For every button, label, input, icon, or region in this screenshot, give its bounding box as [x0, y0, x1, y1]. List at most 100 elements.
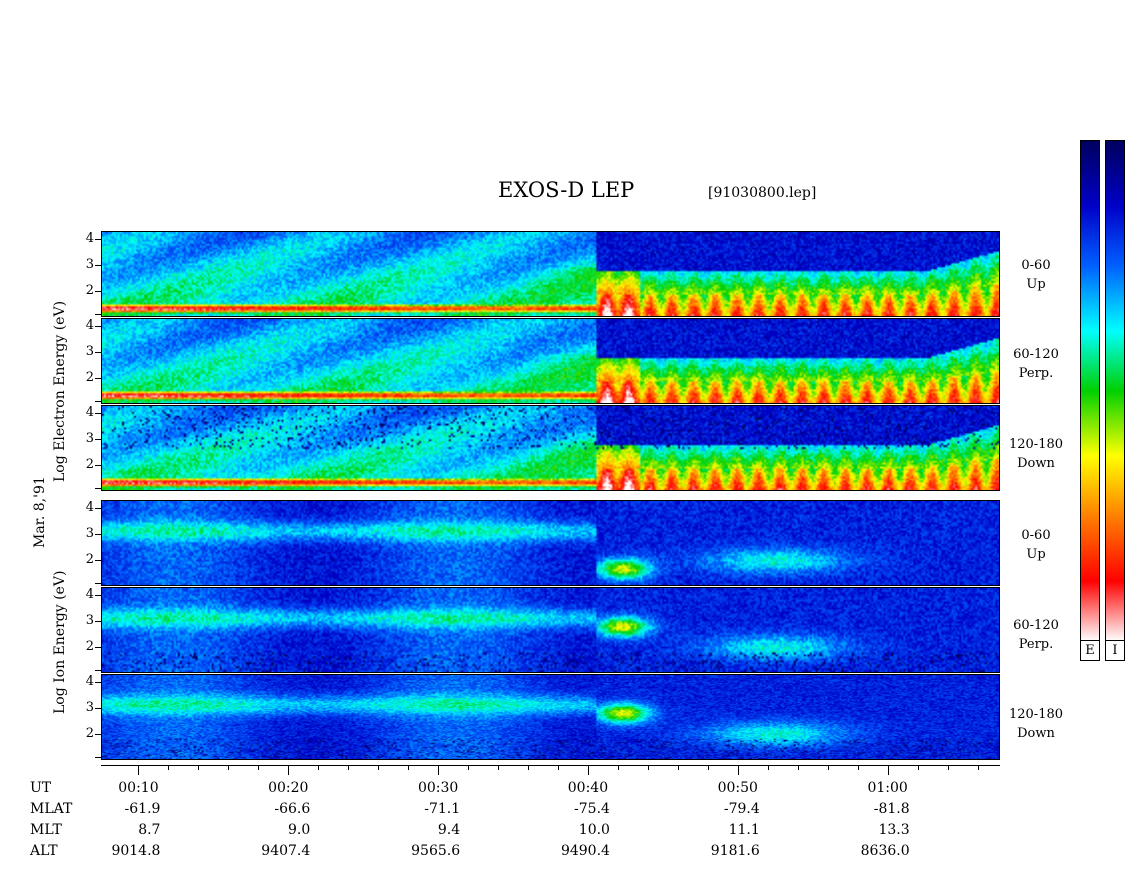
y-tick-mark: [95, 401, 101, 402]
ephemeris-alt-value: 9407.4: [261, 843, 311, 859]
row-label-mlat: MLAT: [30, 801, 73, 817]
x-tick-mark: [797, 765, 799, 770]
y-tick-mark: [95, 351, 101, 353]
y-tick-mark: [95, 464, 101, 466]
y-tick-label: 4: [85, 404, 94, 420]
y-tick-mark: [95, 670, 101, 671]
panel-label-ion-perp: 60-120 Perp.: [996, 616, 1076, 654]
y-tick-mark: [95, 583, 101, 584]
y-tick-label: 4: [85, 673, 94, 689]
ephemeris-mlt-value: 9.0: [288, 822, 311, 838]
ephemeris-mlat-value: -71.1: [424, 801, 461, 817]
y-tick-label: 2: [85, 638, 94, 654]
x-tick-mark: [947, 765, 949, 770]
ephemeris-ut-value: 00:40: [567, 780, 609, 796]
ion-colorbar-label: I: [1106, 640, 1124, 660]
x-tick-mark: [498, 765, 500, 770]
x-tick-mark: [917, 765, 919, 770]
x-tick-mark: [587, 765, 589, 775]
x-tick-mark: [258, 765, 260, 770]
direction-label: Down: [1017, 456, 1055, 471]
electron-colorbar-label: E: [1081, 640, 1099, 660]
y-tick-mark: [95, 707, 101, 709]
electron-axis-label: Log Electron Energy (eV): [52, 300, 68, 482]
angle-label: 120-180: [1008, 707, 1064, 722]
x-tick-mark: [557, 765, 559, 770]
chart-title: EXOS-D LEP: [498, 178, 635, 202]
x-tick-mark: [707, 765, 709, 770]
ephemeris-ut-value: 00:20: [268, 780, 309, 796]
y-tick-mark: [95, 646, 101, 648]
y-tick-label: 2: [85, 456, 94, 472]
ephemeris-ut-value: 01:00: [867, 780, 908, 796]
angle-label: 0-60: [1021, 528, 1051, 543]
angle-label: 0-60: [1021, 258, 1051, 273]
ephemeris-alt-value: 9014.8: [111, 843, 161, 859]
file-name: [91030800.lep]: [708, 185, 817, 201]
x-tick-mark: [168, 765, 170, 770]
ephemeris-mlat-value: -81.8: [873, 801, 910, 817]
ephemeris-mlt-value: 10.0: [578, 822, 610, 838]
y-tick-label: 3: [85, 612, 94, 628]
x-tick-mark: [348, 765, 350, 770]
y-tick-label: 4: [85, 586, 94, 602]
y-tick-label: 2: [85, 282, 94, 298]
y-tick-mark: [95, 377, 101, 379]
ephemeris-alt-value: 9565.6: [411, 843, 461, 859]
angle-label: 60-120: [1013, 347, 1059, 362]
electron-up-spectrogram: [101, 231, 1000, 317]
angle-label: 60-120: [1013, 618, 1059, 633]
ephemeris-ut-value: 00:50: [717, 780, 758, 796]
x-tick-mark: [647, 765, 649, 770]
x-tick-mark: [827, 765, 829, 770]
angle-label: 120-180: [1008, 437, 1064, 452]
y-tick-label: 3: [85, 699, 94, 715]
ephemeris-mlt-value: 13.3: [878, 822, 910, 838]
ion-up-spectrogram: [101, 500, 1000, 586]
y-tick-label: 3: [85, 256, 94, 272]
electron-gradient: [1081, 141, 1099, 641]
time-axis: [101, 765, 1000, 766]
x-tick-mark: [528, 765, 530, 770]
ephemeris-mlat-value: -75.4: [574, 801, 610, 817]
y-tick-label: 3: [85, 343, 94, 359]
ephemeris-alt-value: 8636.0: [860, 843, 910, 859]
y-tick-mark: [95, 264, 101, 266]
row-label-ut: UT: [30, 780, 52, 796]
direction-label: Up: [1026, 547, 1046, 562]
panel-label-electron-up: 0-60 Up: [996, 256, 1076, 294]
y-tick-label: 4: [85, 230, 94, 246]
ephemeris-mlat-value: -61.9: [124, 801, 161, 817]
y-tick-label: 2: [85, 725, 94, 741]
y-tick-label: 3: [85, 430, 94, 446]
panel-label-ion-up: 0-60 Up: [996, 526, 1076, 564]
ephemeris-alt-value: 9490.4: [560, 843, 610, 859]
ephemeris-mlat-value: -66.6: [274, 801, 311, 817]
x-tick-mark: [198, 765, 200, 770]
y-tick-mark: [95, 594, 101, 596]
ion-axis-label: Log Ion Energy (eV): [52, 570, 68, 714]
ion-perp-spectrogram: [101, 587, 1000, 673]
ion-colorbar: I: [1105, 140, 1125, 661]
y-tick-mark: [95, 290, 101, 292]
x-tick-mark: [228, 765, 230, 770]
electron-down-spectrogram: [101, 405, 1000, 491]
ephemeris-ut-value: 00:10: [118, 780, 159, 796]
y-tick-mark: [95, 438, 101, 440]
direction-label: Down: [1017, 726, 1055, 741]
panel-label-ion-down: 120-180 Down: [996, 705, 1076, 743]
row-label-mlt: MLT: [30, 822, 62, 838]
y-tick-mark: [95, 507, 101, 509]
y-tick-mark: [95, 238, 101, 240]
y-tick-label: 4: [85, 499, 94, 515]
ion-down-spectrogram: [101, 674, 1000, 760]
ion-gradient: [1106, 141, 1124, 641]
y-tick-mark: [95, 620, 101, 622]
y-tick-mark: [95, 533, 101, 535]
electron-colorbar: E: [1080, 140, 1100, 661]
y-tick-label: 2: [85, 369, 94, 385]
date-label: Mar. 8,'91: [32, 476, 48, 548]
x-tick-mark: [468, 765, 470, 770]
y-tick-mark: [95, 488, 101, 489]
ephemeris-mlt-value: 9.4: [437, 822, 461, 838]
